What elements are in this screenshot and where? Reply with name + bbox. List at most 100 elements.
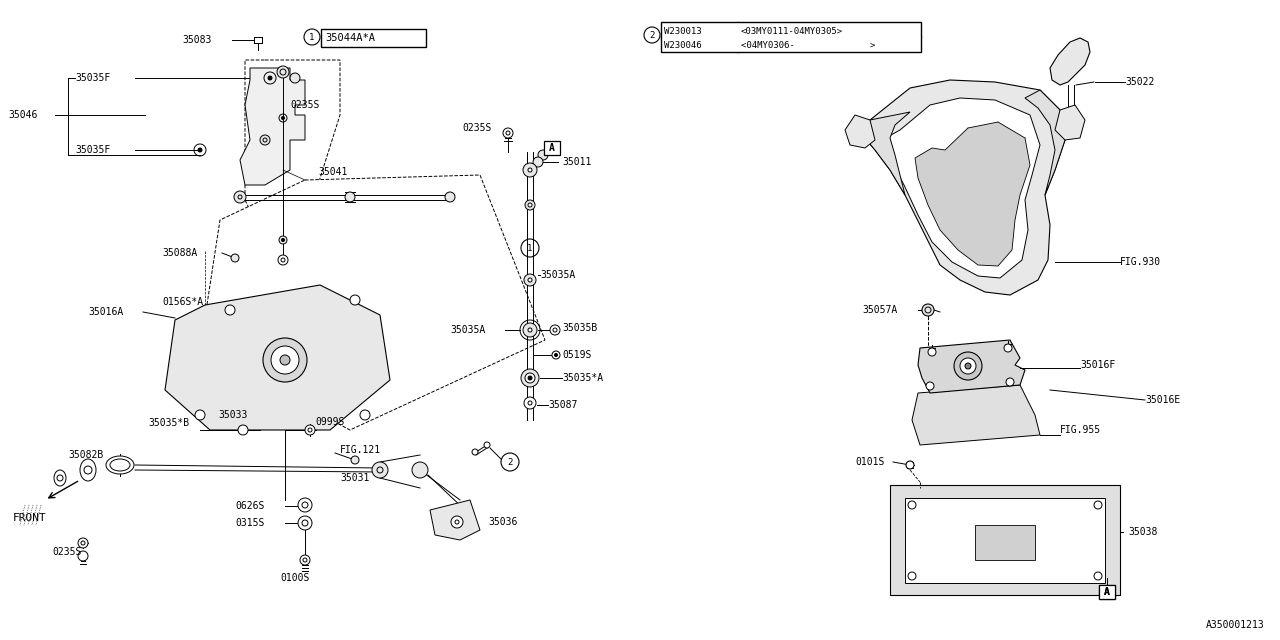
Polygon shape — [882, 98, 1039, 278]
Circle shape — [291, 73, 300, 83]
Circle shape — [908, 501, 916, 509]
Circle shape — [451, 516, 463, 528]
Text: 2: 2 — [649, 31, 654, 40]
Ellipse shape — [54, 470, 67, 486]
Circle shape — [372, 462, 388, 478]
Text: <04MY0306-              >: <04MY0306- > — [741, 40, 876, 49]
Circle shape — [922, 304, 934, 316]
Circle shape — [260, 135, 270, 145]
Text: 0519S: 0519S — [562, 350, 591, 360]
Circle shape — [529, 376, 532, 380]
Polygon shape — [913, 385, 1039, 445]
Circle shape — [925, 382, 934, 390]
Text: 35038: 35038 — [1128, 527, 1157, 537]
Polygon shape — [200, 175, 545, 430]
Text: A: A — [1105, 587, 1110, 597]
Circle shape — [278, 255, 288, 265]
Circle shape — [234, 191, 246, 203]
Text: FRONT: FRONT — [13, 513, 47, 523]
Circle shape — [525, 373, 535, 383]
Circle shape — [525, 200, 535, 210]
Bar — [1100, 585, 1115, 599]
Text: FIG.930: FIG.930 — [1120, 257, 1161, 267]
Circle shape — [298, 516, 312, 530]
Text: 35016E: 35016E — [1146, 395, 1180, 405]
Circle shape — [225, 305, 236, 315]
Bar — [321, 29, 426, 47]
Circle shape — [78, 551, 88, 561]
Text: 0235S: 0235S — [291, 100, 320, 110]
Text: FIG.121: FIG.121 — [340, 445, 381, 455]
Circle shape — [906, 461, 914, 469]
Circle shape — [238, 425, 248, 435]
Circle shape — [412, 462, 428, 478]
Circle shape — [195, 410, 205, 420]
Circle shape — [538, 150, 548, 160]
Text: 35046: 35046 — [8, 110, 37, 120]
Text: 35035F: 35035F — [76, 73, 110, 83]
Circle shape — [472, 449, 477, 455]
Text: 35044A*A: 35044A*A — [325, 33, 375, 43]
Text: A350001213: A350001213 — [1206, 620, 1265, 630]
Polygon shape — [865, 112, 910, 195]
Bar — [975, 525, 1036, 560]
Circle shape — [524, 323, 538, 337]
Circle shape — [529, 168, 532, 172]
Text: 2: 2 — [507, 458, 513, 467]
Polygon shape — [165, 285, 390, 430]
Circle shape — [529, 278, 532, 282]
Text: 35033: 35033 — [218, 410, 247, 420]
Circle shape — [1094, 572, 1102, 580]
Bar — [890, 485, 1120, 595]
Circle shape — [268, 76, 273, 80]
Circle shape — [524, 163, 538, 177]
Text: 0101S: 0101S — [855, 457, 884, 467]
Text: 35035A: 35035A — [451, 325, 485, 335]
Text: 35035*A: 35035*A — [562, 373, 603, 383]
Bar — [660, 22, 922, 52]
Polygon shape — [244, 60, 340, 240]
Bar — [544, 141, 561, 155]
Circle shape — [503, 128, 513, 138]
Text: 0235S: 0235S — [52, 547, 82, 557]
Text: 35035B: 35035B — [562, 323, 598, 333]
Text: 35041: 35041 — [317, 167, 347, 177]
Circle shape — [230, 254, 239, 262]
Text: 0626S: 0626S — [236, 501, 265, 511]
Text: A: A — [549, 143, 556, 153]
Circle shape — [262, 338, 307, 382]
Polygon shape — [1025, 90, 1065, 195]
Ellipse shape — [110, 459, 131, 471]
Circle shape — [1094, 501, 1102, 509]
Circle shape — [298, 498, 312, 512]
Circle shape — [965, 363, 972, 369]
Circle shape — [276, 66, 289, 78]
Circle shape — [1004, 344, 1012, 352]
Text: <03MY0111-04MY0305>: <03MY0111-04MY0305> — [741, 26, 844, 35]
Text: 35083: 35083 — [182, 35, 211, 45]
Circle shape — [280, 355, 291, 365]
Circle shape — [554, 353, 558, 356]
Circle shape — [552, 351, 561, 359]
Polygon shape — [845, 115, 876, 148]
Circle shape — [360, 410, 370, 420]
Polygon shape — [1055, 105, 1085, 140]
Circle shape — [484, 442, 490, 448]
Text: 35082B: 35082B — [68, 450, 104, 460]
Text: W230046: W230046 — [664, 40, 701, 49]
Text: A: A — [1105, 587, 1110, 597]
Circle shape — [305, 425, 315, 435]
Polygon shape — [915, 122, 1030, 266]
Text: 35035*B: 35035*B — [148, 418, 189, 428]
Text: 35057A: 35057A — [861, 305, 897, 315]
Circle shape — [532, 157, 543, 167]
Circle shape — [954, 352, 982, 380]
Circle shape — [529, 328, 532, 332]
Circle shape — [346, 192, 355, 202]
Circle shape — [550, 325, 561, 335]
Text: 0315S: 0315S — [236, 518, 265, 528]
Text: 1: 1 — [310, 33, 315, 42]
Text: 0235S: 0235S — [462, 123, 492, 133]
Text: FIG.955: FIG.955 — [1060, 425, 1101, 435]
Polygon shape — [1050, 38, 1091, 85]
